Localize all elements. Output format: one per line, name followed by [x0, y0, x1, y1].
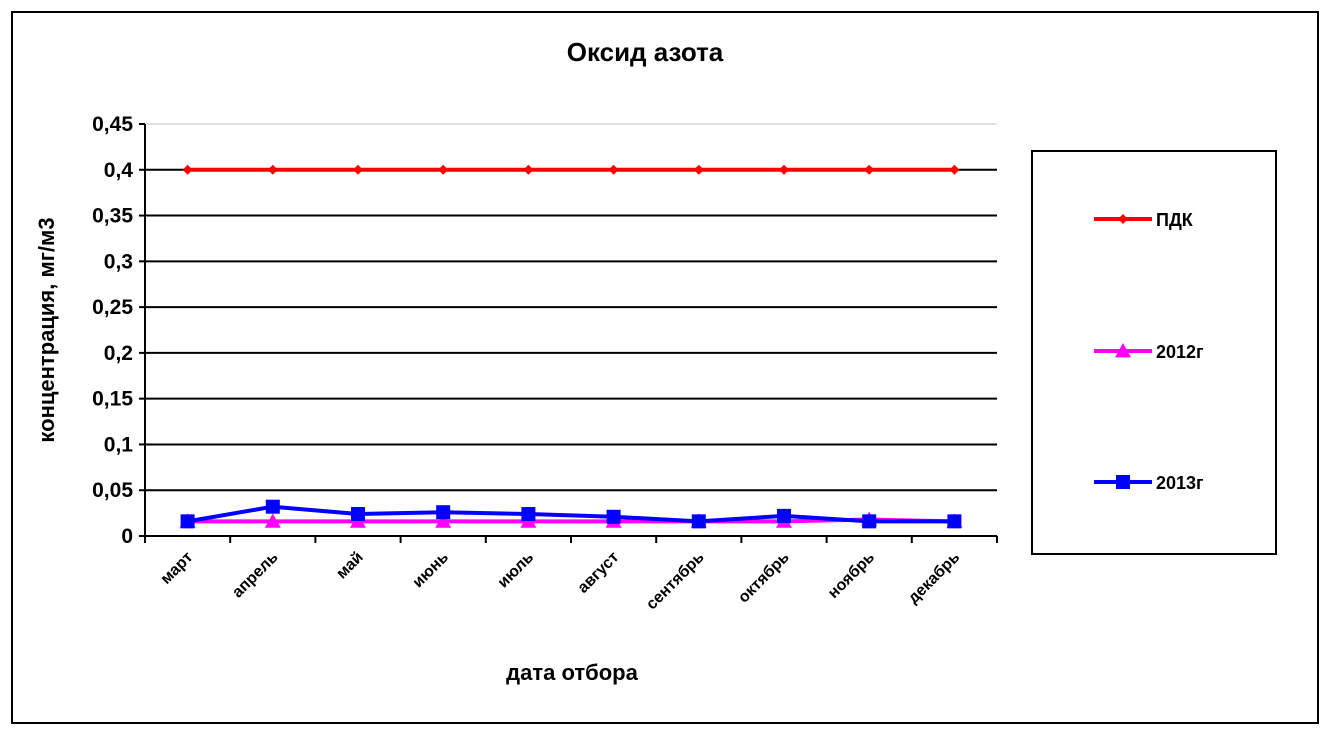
series-1-point-3	[435, 513, 452, 528]
series-2-point-9	[947, 514, 962, 529]
series-line-2	[187, 504, 955, 524]
y-tick-label-3: 0,15	[92, 388, 133, 411]
series-2-point-2	[351, 507, 365, 522]
series-0-point-7	[779, 164, 789, 175]
series-0-point-9	[949, 164, 960, 175]
series-2-point-6	[691, 514, 706, 529]
legend-label-1: 2012г	[1156, 342, 1204, 362]
legend-marker-0	[1118, 214, 1128, 224]
y-tick-label-6: 0,3	[104, 250, 133, 273]
series-2-point-4	[521, 507, 536, 522]
series-2-point-5	[606, 509, 621, 524]
series-2-point-0	[180, 514, 195, 529]
y-tick-labels: 0 0,05 0,1 0,15 0,2 0,25 0,3 0,35 0,4 0,45	[92, 113, 133, 548]
legend-label-0: ПДК	[1156, 210, 1194, 230]
x-axis-title: дата отбора	[506, 660, 638, 685]
y-tick-label-8: 0,4	[104, 159, 134, 182]
series-0-point-8	[864, 164, 875, 175]
series-1-point-1	[264, 513, 281, 528]
legend: ПДК 2012г 2013г	[1031, 150, 1277, 555]
series-0-point-0	[182, 164, 193, 175]
series-0-point-5	[608, 164, 619, 175]
y-tick-label-4: 0,2	[104, 342, 133, 365]
series-2-point-7	[777, 508, 791, 523]
series-0-point-3	[438, 164, 449, 175]
gridlines	[145, 123, 997, 492]
y-tick-label-2: 0,1	[104, 433, 134, 456]
series-2-point-8	[862, 514, 877, 529]
legend-box	[1031, 150, 1277, 555]
series-2-point-1	[265, 499, 280, 514]
series-0-point-2	[353, 164, 363, 175]
y-tick-label-7: 0,35	[92, 205, 133, 228]
series-2	[180, 499, 962, 529]
legend-marker-1	[1115, 343, 1131, 358]
y-tick-label-1: 0,05	[92, 479, 133, 502]
y-tick-label-5: 0,25	[92, 296, 133, 319]
axes	[139, 123, 998, 543]
y-tick-label-9: 0,45	[92, 113, 133, 136]
series-group	[179, 164, 963, 529]
chart-title: Оксид азота	[567, 37, 724, 67]
series-0	[182, 164, 960, 175]
y-tick-label-0: 0	[121, 525, 133, 548]
series-2-point-3	[436, 505, 451, 520]
legend-marker-2	[1116, 475, 1130, 489]
legend-label-2: 2013г	[1156, 473, 1204, 493]
series-0-point-6	[693, 164, 704, 175]
series-0-point-1	[267, 164, 278, 175]
y-axis-title: концентрация, мг/м3	[34, 217, 59, 442]
series-0-point-4	[523, 164, 534, 175]
